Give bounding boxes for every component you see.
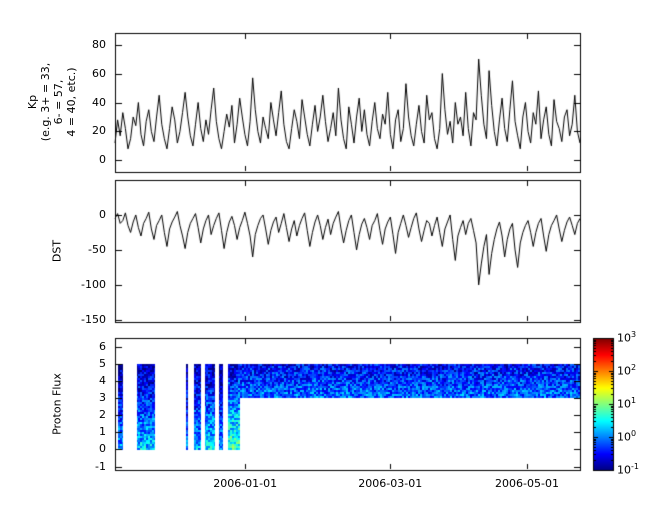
ytick-label: 0: [99, 153, 106, 167]
ytick-label: 3: [99, 391, 106, 404]
ytick-label: 6: [99, 339, 106, 353]
xtick-label-mar: 2006-03-01: [358, 477, 423, 490]
colorbar-tick-label: 101: [617, 396, 637, 411]
xtick-label-jan: 2006-01-01: [213, 477, 278, 490]
ytick-label: -150: [81, 312, 106, 326]
xtick-label-may: 2006-05-01: [495, 477, 559, 490]
ytick-label: 2: [99, 408, 106, 422]
colorbar-tick-label: 103: [617, 330, 637, 345]
ytick-label: 5: [99, 356, 106, 370]
ytick-label: 60: [92, 66, 106, 80]
colorbar-tick-label: 102: [617, 363, 637, 378]
ytick-label: 0: [99, 207, 106, 221]
ytick-label: -1: [95, 459, 106, 473]
ytick-label: 1: [99, 425, 106, 439]
ytick-label: 40: [92, 95, 106, 109]
ytick-label: 0: [99, 442, 106, 456]
colorbar-tick-label: 10-1: [617, 462, 639, 477]
ytick-label: 4: [99, 373, 106, 387]
ytick-label: 20: [92, 124, 106, 138]
ytick-label: -50: [88, 242, 106, 256]
ytick-label: -100: [81, 277, 106, 291]
colorbar-tick-label: 100: [617, 429, 637, 444]
ytick-label: 80: [92, 37, 106, 51]
